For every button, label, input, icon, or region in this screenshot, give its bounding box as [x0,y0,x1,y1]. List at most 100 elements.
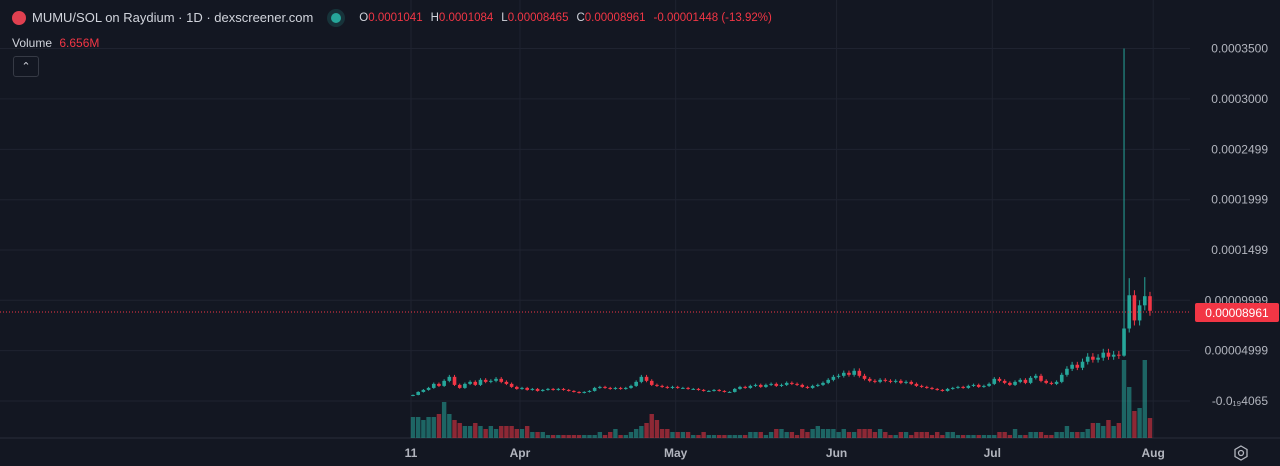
volume-bar [1080,432,1085,438]
candles [411,48,1152,397]
candle-body [463,383,467,388]
volume-bar [556,435,561,438]
volume-bar [1023,435,1028,438]
volume-bar [768,432,774,438]
candle-body [857,370,862,376]
candle-body [1096,357,1100,360]
volume-bar [514,429,519,438]
candle-body [530,388,535,390]
volume-bar [654,420,660,438]
candle-body [551,388,555,390]
candle-body [1013,381,1017,385]
candle-body [1075,364,1080,368]
candle-body [587,390,592,392]
volume-bar [742,435,748,438]
candle-body [592,387,597,391]
candle-body [1018,379,1023,382]
candle-body [535,388,540,391]
volume-bar [717,435,722,438]
candle-body [847,372,851,375]
volume-bar [955,435,961,438]
candle-body [546,388,550,390]
volume-bar [530,432,535,438]
volume-bar [633,429,639,438]
volume-bar [877,429,883,438]
time-axis[interactable]: 11 Apr May Jun Jul Aug [405,446,1165,460]
y-tick-label: 0.0003000 [1211,92,1268,106]
volume-bar [602,435,608,438]
candle-body [862,375,867,379]
candle-body [1034,375,1038,378]
volume-bar [592,435,597,438]
candle-body [805,386,810,388]
volume-bar [929,435,935,438]
volume-bar [467,426,473,438]
candle-body [707,390,711,392]
volume-bar [872,432,878,438]
volume-bar [867,429,872,438]
volume-bar [763,435,769,438]
ohlc-open: O0.0001041 [359,11,423,24]
candle-body [1023,379,1028,383]
candle-body [660,385,664,387]
candle-body [753,384,758,386]
candle-body [878,379,882,382]
candle-body [489,380,493,382]
candle-body [577,391,581,393]
volume-bar [732,435,737,438]
settings-gear-icon[interactable] [1233,445,1249,461]
candle-body [1044,380,1048,383]
ohlc-high: H0.0001084 [430,11,494,24]
candle-body [790,382,794,384]
volume-bar [966,435,971,438]
candle-body [774,383,779,386]
candle-body [629,385,633,388]
chart-title: MUMU/SOL on Raydium · 1D · dexscreener.c… [32,10,314,25]
volume-bar [841,429,846,438]
volume-bar [504,426,509,438]
price-axis[interactable]: 0.0003500 0.0003000 0.0002499 0.0001999 0.00… [1205,42,1269,408]
volume-bar [478,426,483,438]
candle-body [634,381,638,386]
x-tick-label: 11 [405,446,418,460]
volume-bar [1059,432,1064,438]
candle-body [743,386,747,388]
candle-body [1142,296,1147,306]
candle-body [468,381,472,384]
candle-body [701,389,706,391]
volume-bar [644,423,649,438]
candle-body [675,386,680,388]
collapse-legend-button[interactable]: ⌃ [13,56,39,77]
candle-body [982,385,986,387]
candle-body [473,381,478,385]
candle-body [452,376,457,385]
volume-bar [945,432,950,438]
candle-body [738,386,742,389]
volume-bar [535,432,540,438]
volume-bar [623,435,628,438]
volume-bar [649,414,654,438]
volume-bar [1085,429,1090,438]
volume-bar [1121,360,1127,438]
volume-bar [462,426,468,438]
candle-body [598,386,602,388]
volume-bar [582,435,587,438]
volume-bar [1069,432,1075,438]
volume-bar [571,435,577,438]
volume-bar [691,435,696,438]
volume-bar [696,435,701,438]
candle-body [457,384,462,388]
volume-bar [685,432,691,438]
volume-label: Volume [12,36,53,50]
volume-bar [628,432,634,438]
candle-body [499,378,504,382]
volume-bar [410,417,416,438]
candle-body [1101,352,1106,358]
candle-body [670,386,675,388]
volume-bar [826,429,831,438]
volume-bar [1054,432,1059,438]
candle-body [431,383,436,388]
candle-body [800,384,805,387]
candle-body [582,391,587,393]
